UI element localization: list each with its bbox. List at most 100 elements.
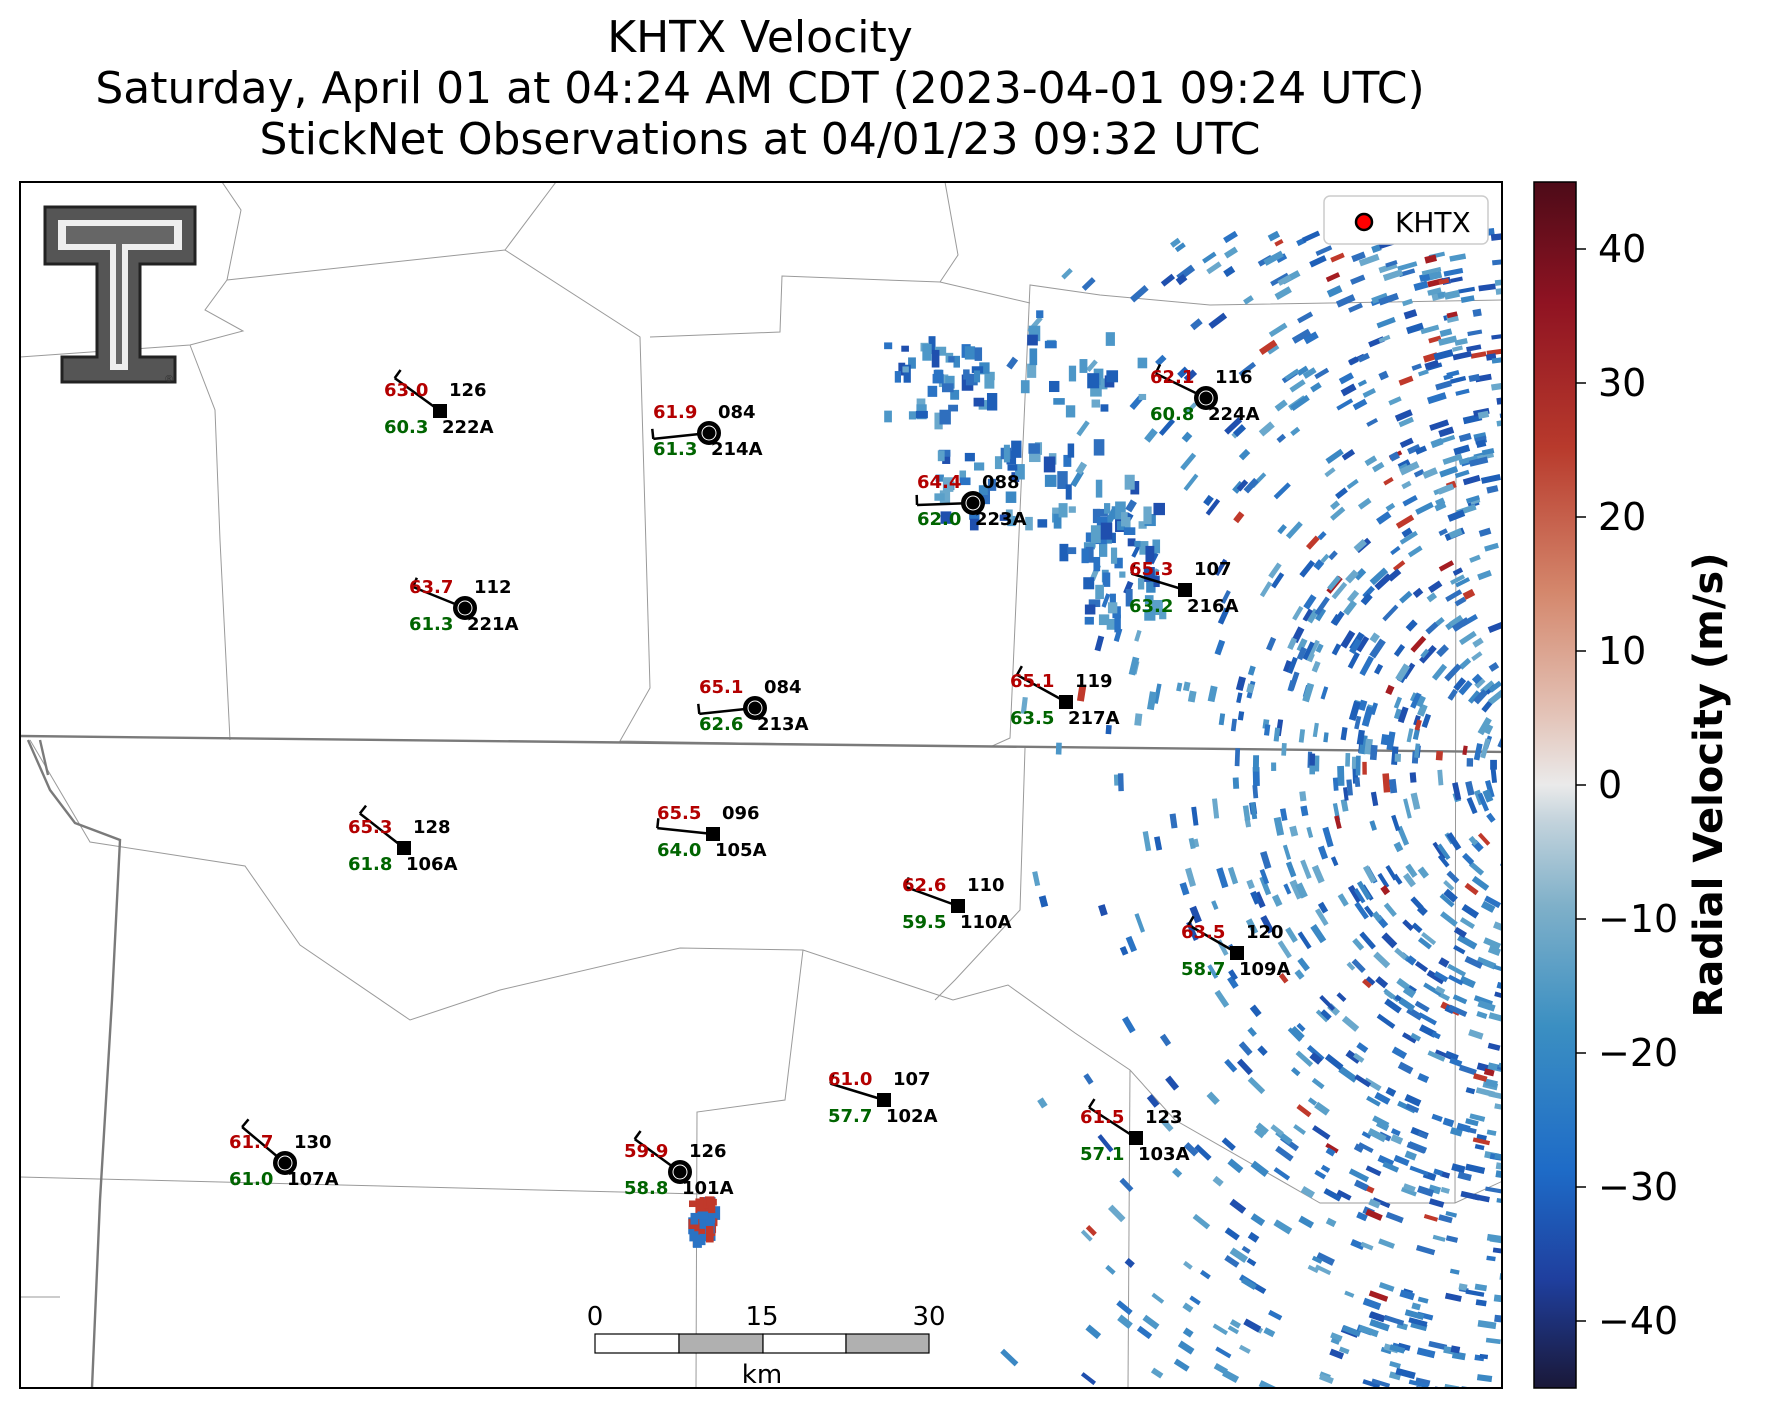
radar-echo-gate	[1385, 260, 1398, 268]
radar-echo-gate	[1311, 864, 1325, 884]
radar-echo-gate	[915, 410, 928, 419]
radar-echo-gate	[959, 477, 971, 486]
radar-echo-gate	[1406, 1141, 1426, 1154]
radar-echo-gate	[1107, 1204, 1126, 1223]
radar-echo-gate	[884, 342, 893, 350]
radar-echo-gate	[1460, 295, 1475, 303]
radar-echo-gate	[1466, 344, 1482, 352]
station-224A: 62.1 116 60.8 224A	[1150, 363, 1260, 425]
radar-echo-gate	[1468, 1029, 1484, 1040]
title-block: KHTX Velocity Saturday, April 01 at 04:2…	[20, 12, 1500, 165]
station-dewpoint: 58.8	[624, 1178, 668, 1199]
radar-echo-gate	[1259, 876, 1272, 896]
radar-echo-gate	[1380, 1346, 1392, 1355]
radar-echo-gate	[1315, 1009, 1329, 1023]
radar-echo-gate	[1413, 469, 1425, 478]
radar-echo-gate	[1268, 1309, 1283, 1321]
station-105A: 65.5 096 64.0 105A	[656, 803, 767, 861]
radar-echo-gate	[1223, 246, 1238, 259]
radar-echo-gate	[1509, 1261, 1520, 1267]
radar-echo-gate	[1273, 1167, 1291, 1181]
radar-echo-gate	[1450, 375, 1467, 384]
radar-echo-gate	[970, 510, 980, 525]
radar-echo-gate	[1446, 370, 1460, 378]
station-222A: 63.0 126 60.3 222A	[384, 369, 494, 438]
radar-echo-gate	[1385, 1086, 1397, 1097]
radar-echo-gate	[1075, 461, 1088, 475]
radar-echo-gate	[1332, 610, 1345, 626]
wind-barb-flag	[697, 703, 701, 714]
radar-echo-gate	[1378, 370, 1389, 381]
radar-echo-gate	[690, 1212, 699, 1225]
radar-echo-gate	[1273, 1219, 1293, 1235]
radar-echo-gate	[1065, 484, 1072, 500]
radar-echo-gate	[1493, 964, 1502, 975]
radar-echo-gate	[1331, 581, 1348, 600]
radar-echo-gate	[1449, 1268, 1460, 1275]
radar-echo-gate	[1369, 820, 1377, 831]
radar-echo-gate	[1448, 614, 1464, 628]
station-id: 224A	[1208, 404, 1260, 425]
station-marker-circle	[743, 696, 767, 720]
radar-echo-gate	[1289, 825, 1299, 837]
radar-echo-gate	[1336, 398, 1354, 411]
radar-echo-gate	[1476, 1374, 1493, 1383]
radar-echo-gate	[1159, 1116, 1174, 1132]
station-temperature: 63.0	[384, 380, 428, 401]
radar-echo-gate	[1503, 831, 1514, 841]
radar-echo-gate	[1401, 480, 1412, 490]
radar-echo-gate	[1325, 448, 1344, 464]
radar-echo-gate	[1314, 1101, 1330, 1116]
station-wind-direction: 084	[718, 402, 756, 423]
radar-echo-gate	[1387, 568, 1402, 582]
radar-echo-gate	[922, 343, 932, 361]
radar-echo-gate	[1504, 882, 1522, 895]
radar-echo-gate	[1154, 836, 1163, 851]
radar-echo-gate	[1369, 567, 1389, 586]
radar-echo-gate	[1084, 604, 1096, 615]
radar-echo-gate	[1063, 454, 1072, 467]
title-line-3: StickNet Observations at 04/01/23 09:32 …	[259, 114, 1261, 165]
radar-echo-gate	[1095, 584, 1104, 600]
radar-echo-gate	[1437, 843, 1451, 861]
radar-echo-gate	[1501, 1006, 1502, 1013]
radar-echo-gate	[1431, 663, 1448, 681]
radar-echo-gate	[1224, 1254, 1240, 1268]
radar-echo-gate	[706, 1225, 714, 1243]
radar-echo-gate	[1346, 589, 1360, 603]
radar-echo-gate	[1250, 890, 1261, 905]
radar-echo-gate	[1346, 478, 1359, 490]
radar-echo-gate	[1391, 1046, 1408, 1060]
radar-echo-gate	[1446, 311, 1458, 319]
radar-echo-gate	[1038, 895, 1049, 908]
radar-echo-gate	[1438, 1214, 1453, 1224]
radar-echo-gate	[940, 511, 952, 524]
radar-echo-gate	[1414, 1000, 1430, 1013]
station-marker-circle	[961, 491, 985, 515]
radar-echo-gate	[1107, 602, 1118, 614]
radar-echo-gate	[1457, 286, 1476, 294]
radar-echo-gate	[1357, 497, 1372, 510]
radar-echo-gate	[1271, 762, 1277, 771]
radar-echo-gate	[1343, 600, 1358, 616]
radar-echo-gate	[1359, 931, 1376, 950]
station-wind-direction: 107	[1194, 559, 1232, 580]
radar-echo-gate	[1290, 1025, 1305, 1040]
radar-echo-gate	[1495, 1162, 1502, 1172]
wind-barb-flag	[1187, 915, 1195, 926]
radar-echo-gate	[1350, 274, 1366, 285]
radar-echo-gate	[1371, 244, 1382, 253]
station-marker-ring	[965, 495, 981, 511]
radar-echo-gate	[978, 485, 988, 496]
radar-echo-gate	[1229, 1198, 1247, 1214]
station-103A: 61.5 123 57.1 103A	[1080, 1098, 1190, 1165]
station-dewpoint: 57.1	[1080, 1144, 1124, 1165]
radar-echo-gate	[1393, 696, 1403, 709]
radar-echo-gate	[1502, 1191, 1517, 1197]
radar-echo-gate	[1410, 635, 1427, 653]
station-dewpoint: 63.5	[1010, 708, 1054, 729]
radar-echo-gate	[1245, 918, 1259, 935]
radar-echo-gate	[1057, 471, 1068, 489]
station-marker-ring	[747, 700, 763, 716]
radar-echo-gate	[692, 1234, 702, 1248]
